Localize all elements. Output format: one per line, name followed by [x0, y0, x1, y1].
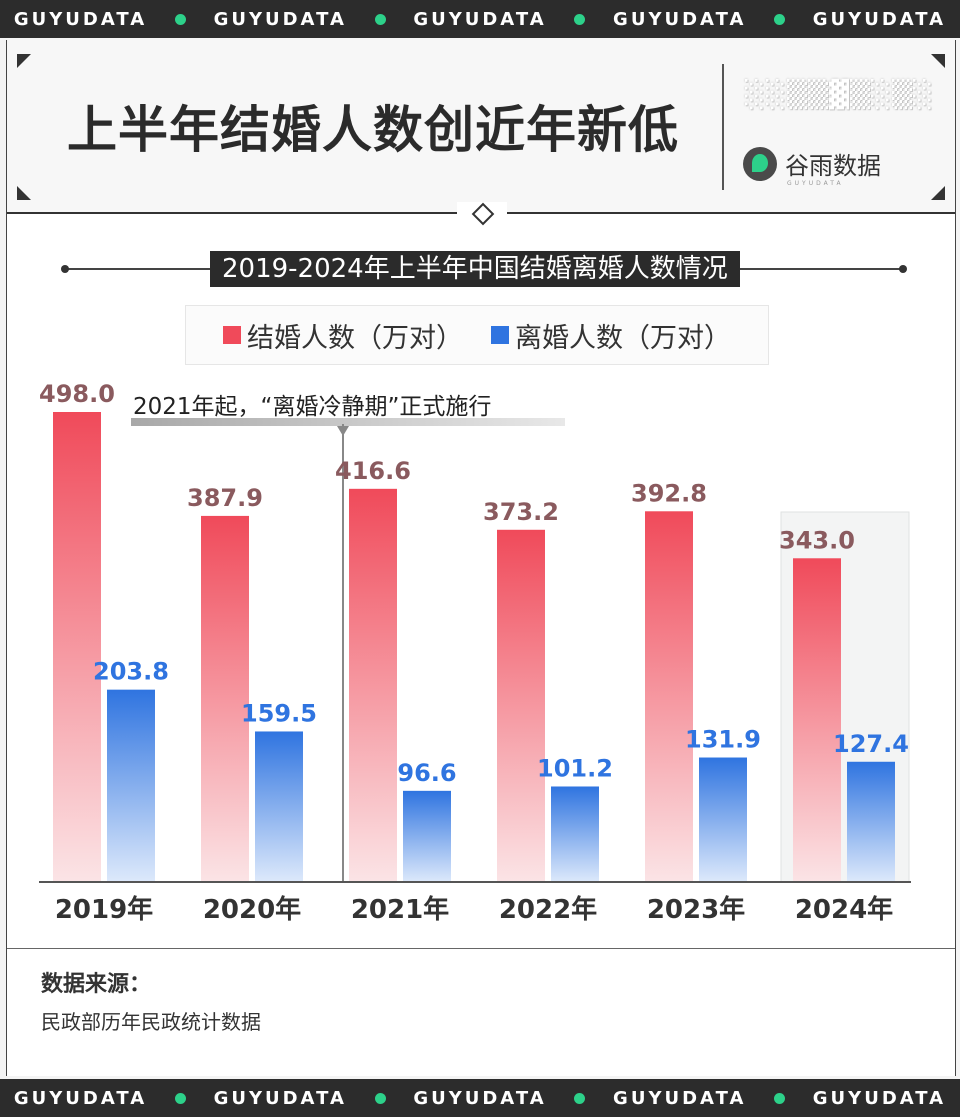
bar-divorce-2024: [847, 761, 895, 882]
brand-logo: 谷雨数据: [743, 146, 881, 181]
label-divorce-2021: 96.6: [397, 759, 456, 787]
corner-mark: [17, 186, 31, 200]
label-marriage-2024: 343.0: [779, 526, 855, 554]
brand-text: GUYUDATA: [613, 1087, 747, 1109]
rule-end-dot: [61, 265, 69, 273]
brand-dot: [774, 13, 786, 25]
decorative-watermark: ░░▒▒▓▒░▒░: [745, 80, 934, 110]
brand-dot: [174, 1092, 186, 1104]
brand-dot: [574, 13, 586, 25]
legend-label-marriage: 结婚人数（万对）: [247, 322, 463, 354]
brand-text: GUYUDATA: [13, 1087, 148, 1109]
brand-text: GUYUDATA: [812, 1087, 947, 1109]
corner-mark: [931, 54, 945, 68]
legend-item-marriage: 结婚人数（万对）: [223, 316, 463, 355]
page-title: 上半年结婚人数创近年新低: [67, 101, 679, 159]
source-label: 数据来源：: [41, 972, 152, 997]
bar-divorce-2021: [403, 790, 451, 882]
annotation-arrow-icon: [337, 426, 349, 436]
x-tick-2019: 2019年: [55, 894, 153, 925]
chart-legend: 结婚人数（万对） 离婚人数（万对）: [185, 305, 769, 365]
label-marriage-2023: 392.8: [631, 479, 707, 507]
bar-divorce-2019: [107, 689, 155, 882]
corner-mark: [17, 54, 31, 68]
brand-text: GUYUDATA: [413, 1087, 547, 1109]
legend-label-divorce: 离婚人数（万对）: [515, 322, 731, 354]
bar-divorce-2023: [699, 757, 747, 882]
annotation-bar: [131, 418, 565, 426]
brand-text: GUYUDATA: [812, 8, 947, 30]
legend-swatch-divorce: [491, 326, 509, 344]
brand-text: GUYUDATA: [413, 8, 547, 30]
brand-dot: [174, 13, 186, 25]
brand-dot: [774, 1092, 786, 1104]
x-tick-2022: 2022年: [499, 894, 597, 925]
brand-text: GUYUDATA: [213, 8, 347, 30]
logo-text: 谷雨数据: [785, 152, 881, 180]
bar-marriage-2019: [53, 412, 101, 882]
header-panel: 上半年结婚人数创近年新低 ░░▒▒▓▒░▒░ 谷雨数据 GUYUDATA: [7, 40, 955, 212]
label-marriage-2020: 387.9: [187, 484, 263, 512]
bar-divorce-2020: [255, 731, 303, 882]
brand-text: GUYUDATA: [613, 8, 747, 30]
legend-swatch-marriage: [223, 326, 241, 344]
source-text: 民政部历年民政统计数据: [41, 1010, 261, 1034]
bar-divorce-2022: [551, 786, 599, 882]
x-tick-2024: 2024年: [795, 894, 893, 925]
brand-dot: [374, 13, 386, 25]
brand-dot: [374, 1092, 386, 1104]
bottom-brand-band: GUYUDATA GUYUDATA GUYUDATA GUYUDATA GUYU…: [0, 1079, 960, 1117]
corner-mark: [931, 186, 945, 200]
chart-title: 2019-2024年上半年中国结婚离婚人数情况: [210, 251, 740, 287]
brand-text: GUYUDATA: [213, 1087, 347, 1109]
label-divorce-2023: 131.9: [685, 726, 761, 754]
bar-chart: 2021年起，“离婚冷静期”正式施行 498.0 203.8 2019年 387.9 1…: [39, 380, 911, 925]
x-tick-2023: 2023年: [647, 894, 745, 925]
label-divorce-2024: 127.4: [833, 730, 909, 758]
footer-divider: [7, 948, 955, 949]
header-divider: [722, 64, 724, 190]
label-marriage-2019: 498.0: [39, 380, 115, 408]
top-brand-band: GUYUDATA GUYUDATA GUYUDATA GUYUDATA GUYU…: [0, 0, 960, 38]
legend-item-divorce: 离婚人数（万对）: [491, 316, 731, 355]
rule-end-dot: [899, 265, 907, 273]
x-tick-2021: 2021年: [351, 894, 449, 925]
label-divorce-2022: 101.2: [537, 754, 613, 782]
infographic-card: 上半年结婚人数创近年新低 ░░▒▒▓▒░▒░ 谷雨数据 GUYUDATA 201…: [6, 40, 956, 1076]
x-tick-2020: 2020年: [203, 894, 301, 925]
label-marriage-2022: 373.2: [483, 498, 559, 526]
bird-logo-icon: [743, 146, 777, 181]
bar-marriage-2024: [793, 558, 841, 882]
bar-marriage-2022: [497, 529, 545, 882]
bar-marriage-2020: [201, 515, 249, 882]
annotation-text: 2021年起，“离婚冷静期”正式施行: [133, 394, 491, 420]
label-divorce-2019: 203.8: [93, 658, 169, 686]
label-divorce-2020: 159.5: [241, 699, 317, 727]
bar-marriage-2023: [645, 511, 693, 882]
bar-marriage-2021: [349, 488, 397, 882]
brand-dot: [574, 1092, 586, 1104]
logo-subtext: GUYUDATA: [787, 180, 844, 187]
brand-text: GUYUDATA: [13, 8, 148, 30]
label-marriage-2021: 416.6: [335, 457, 411, 485]
